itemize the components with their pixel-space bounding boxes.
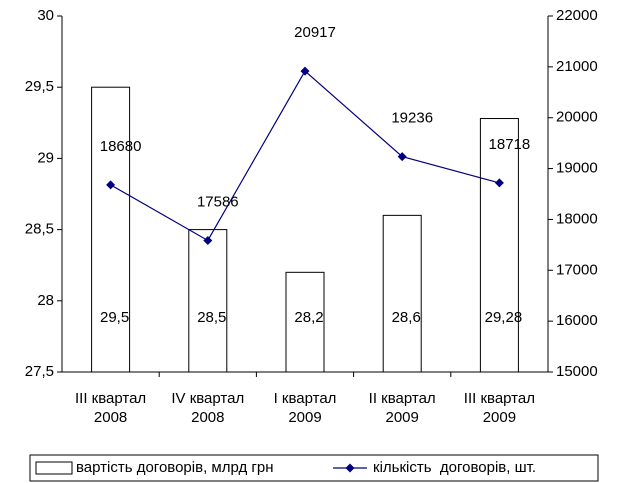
y-tick-label: 27,5 [25,363,54,380]
x-tick-label: III квартал 2008 [75,390,147,426]
x-tick-label: I квартал 2009 [273,390,337,426]
bar [91,86,131,373]
point [300,66,310,76]
bar [479,118,519,373]
line [110,70,500,242]
legend-label: вартість договорів, млрд грн [76,459,274,476]
x-tick-label: III квартал 2009 [463,390,535,426]
legend-box [29,454,599,482]
point-value-label: 18718 [489,136,531,153]
y2-tick-label: 18000 [556,210,598,227]
bar [285,271,325,373]
point-value-label: 20917 [294,24,336,41]
point-value-label: 19236 [391,110,433,127]
y-tick-label: 29,5 [25,78,54,95]
y-tick-label: 29 [37,149,54,166]
y-tick-label: 28,5 [25,221,54,238]
y2-tick-label: 22000 [556,7,598,24]
legend-label: кількість договорів, шт. [373,459,536,476]
point [203,235,213,245]
legend-swatch [35,461,73,475]
y2-tick-label: 17000 [556,261,598,278]
bar-value-label: 28,6 [392,309,421,326]
x-tick-label: II квартал 2009 [368,390,436,426]
point-value-label: 18680 [100,138,142,155]
x-tick-label: IV квартал 2008 [171,390,245,426]
bar-value-label: 29,5 [100,309,129,326]
y-tick-label: 30 [37,7,54,24]
bar [188,229,228,373]
legend-marker [345,463,355,473]
y2-tick-label: 21000 [556,58,598,75]
y-tick-label: 28 [37,292,54,309]
bar-value-label: 28,5 [197,309,226,326]
point [397,152,407,162]
point [106,180,116,190]
point-value-label: 17586 [197,193,239,210]
bar [382,214,422,373]
point [494,178,504,188]
y2-tick-label: 19000 [556,160,598,177]
bar-value-label: 29,28 [485,309,523,326]
y2-tick-label: 16000 [556,312,598,329]
y2-tick-label: 20000 [556,109,598,126]
y2-tick-label: 15000 [556,363,598,380]
bar-value-label: 28,2 [294,309,323,326]
